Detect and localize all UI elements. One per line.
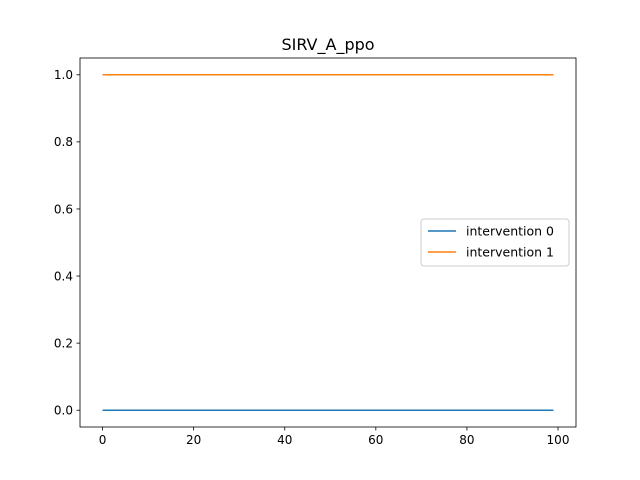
x-axis: 0 20 40 60 80 100 [99, 427, 570, 447]
y-axis: 0.0 0.2 0.4 0.6 0.8 1.0 [54, 68, 80, 418]
series-layer [102, 74, 554, 411]
legend-box [420, 218, 570, 267]
y-tick-label: 0.0 [54, 404, 73, 418]
y-tick-label: 0.2 [54, 336, 73, 350]
y-tick-label: 0.8 [54, 135, 73, 149]
y-tick-label: 1.0 [54, 68, 73, 82]
x-tick-label: 80 [459, 433, 474, 447]
x-tick-label: 40 [277, 433, 292, 447]
x-tick-label: 0 [99, 433, 107, 447]
legend-label-0: intervention 0 [466, 223, 554, 238]
legend: intervention 0 intervention 1 [420, 218, 570, 267]
plot-frame [79, 57, 577, 428]
y-tick-label: 0.4 [54, 269, 73, 283]
legend-label-1: intervention 1 [466, 244, 554, 259]
y-tick-label: 0.6 [54, 202, 73, 216]
x-tick-label: 100 [547, 433, 570, 447]
x-tick-label: 60 [368, 433, 383, 447]
x-tick-label: 20 [186, 433, 201, 447]
chart-title: SIRV_A_ppo [281, 35, 374, 55]
